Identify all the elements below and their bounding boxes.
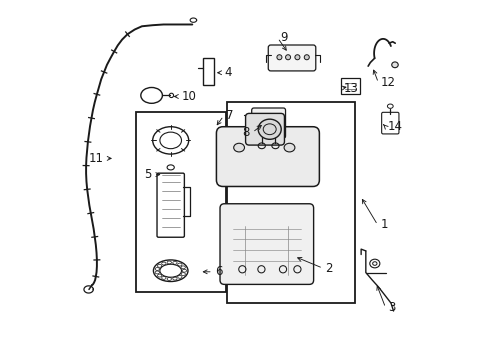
Ellipse shape	[276, 55, 282, 60]
Text: 13: 13	[343, 82, 358, 95]
Text: 5: 5	[143, 168, 151, 181]
Text: 12: 12	[380, 76, 395, 89]
Ellipse shape	[285, 55, 290, 60]
Bar	[340, 78, 360, 94]
Text: 1: 1	[380, 219, 387, 231]
Text: 9: 9	[280, 31, 287, 44]
Text: 11: 11	[88, 152, 103, 165]
FancyBboxPatch shape	[220, 204, 313, 284]
Ellipse shape	[258, 119, 281, 139]
Text: 6: 6	[215, 265, 223, 278]
Ellipse shape	[294, 55, 299, 60]
Text: 4: 4	[224, 66, 232, 79]
Ellipse shape	[304, 55, 309, 60]
Text: 7: 7	[225, 109, 233, 122]
Text: 3: 3	[387, 301, 395, 314]
FancyBboxPatch shape	[268, 45, 315, 71]
Ellipse shape	[391, 62, 397, 68]
FancyBboxPatch shape	[216, 127, 319, 186]
FancyBboxPatch shape	[245, 113, 284, 145]
Text: 2: 2	[325, 262, 332, 275]
Ellipse shape	[284, 143, 294, 152]
Bar	[136, 112, 225, 292]
Bar	[227, 102, 355, 303]
Text: 10: 10	[181, 90, 196, 103]
Bar	[203, 58, 214, 85]
FancyBboxPatch shape	[251, 108, 285, 138]
Text: 8: 8	[242, 126, 249, 139]
Ellipse shape	[233, 143, 244, 152]
Text: 14: 14	[387, 120, 402, 133]
